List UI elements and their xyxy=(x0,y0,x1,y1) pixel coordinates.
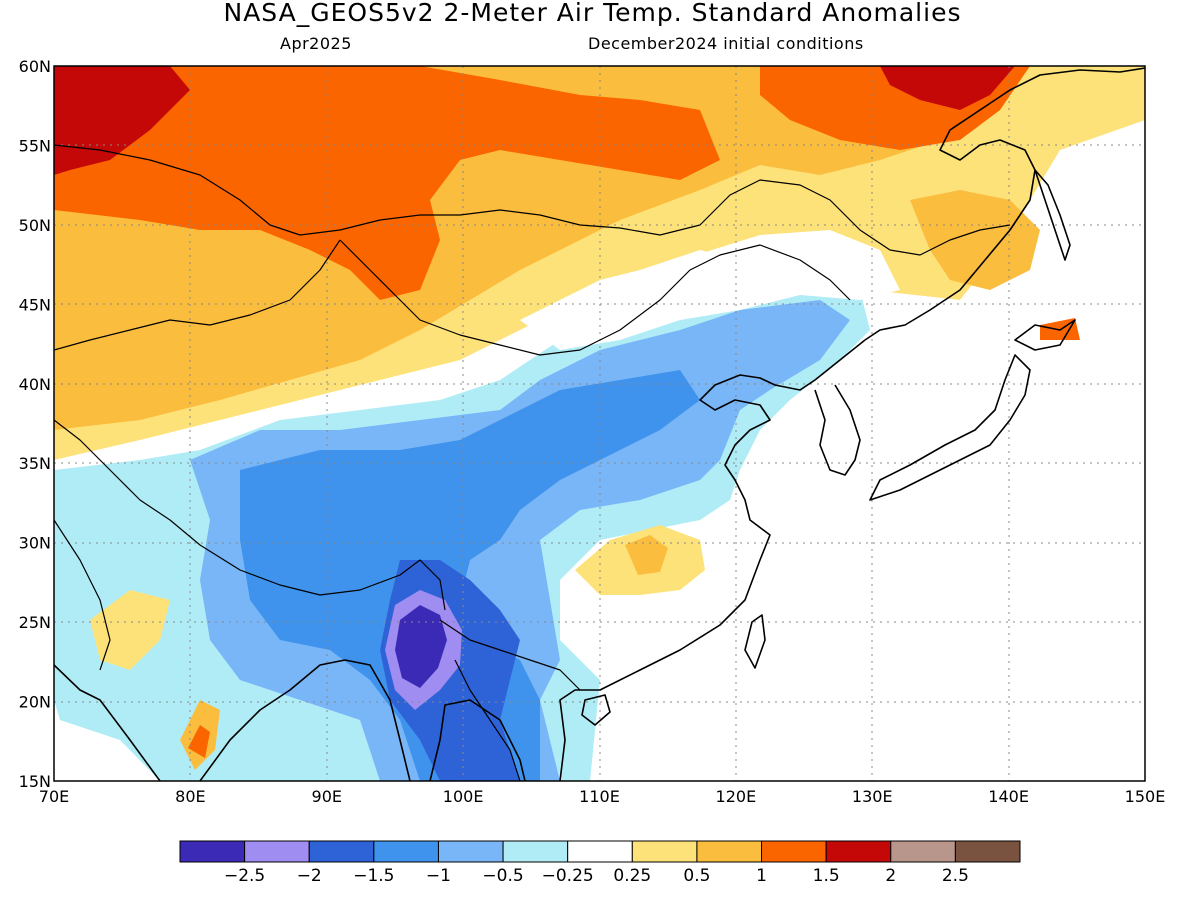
colorbar-label: −2.5 xyxy=(224,866,265,886)
border-russia-kazakhstan-mongolia xyxy=(54,144,1011,256)
border-china-south xyxy=(439,619,581,691)
lat-tick-label: 30N xyxy=(19,534,51,553)
gridlines xyxy=(54,66,1145,781)
field-warm-india-3 xyxy=(188,725,210,758)
field-warm-3 xyxy=(54,66,190,175)
coast-hainan xyxy=(581,694,611,726)
border-himalaya xyxy=(54,419,446,611)
lon-tick-label: 70E xyxy=(39,787,69,806)
border-india-pakistan xyxy=(54,519,111,671)
lon-tick-labels: 70E 80E 90E 100E 110E 120E 130E 140E 150E xyxy=(39,787,1166,806)
lon-tick-label: 150E xyxy=(1125,787,1166,806)
valid-month-label: Apr2025 xyxy=(280,34,352,53)
coast-korea xyxy=(814,384,861,476)
coast-indochina xyxy=(429,699,526,781)
colorbar-swatch xyxy=(502,840,569,863)
colorbar-label: −0.5 xyxy=(482,866,523,886)
init-conditions-label: December2024 initial conditions xyxy=(588,34,864,53)
field-warm-india-1 xyxy=(90,590,170,670)
lat-tick-label: 25N xyxy=(19,613,51,632)
lat-tick-label: 35N xyxy=(19,454,51,473)
colorbar-label: 1 xyxy=(756,866,767,886)
colorbar-swatch xyxy=(954,840,1021,863)
coast-sakhalin xyxy=(1034,169,1071,261)
map-frame xyxy=(53,65,1146,782)
coast-japan-honshu xyxy=(869,354,1031,501)
field-warm-1b xyxy=(910,190,1040,290)
lon-tick-label: 110E xyxy=(579,787,620,806)
coastlines-borders xyxy=(54,67,1145,781)
colorbar-label: 2 xyxy=(885,866,896,886)
field-warm-3b xyxy=(880,66,1015,110)
colorbar-swatch xyxy=(890,840,956,863)
colorbar-label: 0.25 xyxy=(613,866,651,886)
border-myanmar-thailand xyxy=(454,659,521,781)
coast-taiwan xyxy=(744,614,766,669)
lon-tick-label: 100E xyxy=(443,787,484,806)
colorbar-swatch xyxy=(631,840,698,863)
colorbar-label: −1 xyxy=(426,866,451,886)
lon-tick-label: 120E xyxy=(716,787,757,806)
colorbar-label: 0.5 xyxy=(683,866,710,886)
coast-east-asia xyxy=(559,67,1145,781)
map-title: NASA_GEOS5v2 2-Meter Air Temp. Standard … xyxy=(223,0,962,27)
lon-tick-label: 140E xyxy=(988,787,1029,806)
colorbar-swatch xyxy=(308,840,375,863)
lon-tick-label: 130E xyxy=(852,787,893,806)
colorbar-swatch xyxy=(244,840,310,863)
lat-tick-label: 45N xyxy=(19,295,51,314)
lat-tick-label: 15N xyxy=(19,772,51,791)
colorbar-swatch xyxy=(761,840,827,863)
field-warm-se-china-core xyxy=(625,535,668,575)
field-cool-25 xyxy=(395,605,447,688)
lon-tick-label: 80E xyxy=(175,787,205,806)
colorbar-label: −0.25 xyxy=(542,866,594,886)
colorbar-swatch xyxy=(437,840,504,863)
field-warm-2 xyxy=(54,66,720,300)
colorbar: −2.5 −2 −1.5 −1 −0.5 −0.25 0.25 0.5 1 1.5 2 2.5 xyxy=(179,840,1021,886)
coast-india-bay xyxy=(54,659,411,781)
field-neutral-north-china xyxy=(520,230,900,350)
lat-tick-label: 20N xyxy=(19,693,51,712)
lat-tick-label: 50N xyxy=(19,216,51,235)
colorbar-label: 2.5 xyxy=(942,866,969,886)
colorbar-label: −1.5 xyxy=(353,866,394,886)
coast-japan-hokkaido xyxy=(1014,319,1076,351)
border-china-mongolia xyxy=(339,239,851,356)
lon-tick-label: 90E xyxy=(312,787,342,806)
colorbar-swatch xyxy=(567,840,633,863)
colorbar-label: 1.5 xyxy=(813,866,840,886)
border-kazakhstan-south xyxy=(54,239,341,351)
lat-tick-label: 55N xyxy=(19,136,51,155)
colorbar-label: −2 xyxy=(297,866,322,886)
colorbar-swatch xyxy=(696,840,763,863)
colorbar-swatch xyxy=(373,840,439,863)
lat-tick-labels: 15N 20N 25N 30N 35N 40N 45N 50N 55N 60N xyxy=(19,57,51,791)
colorbar-swatch xyxy=(179,840,246,863)
lat-tick-label: 60N xyxy=(19,57,51,76)
lat-tick-label: 40N xyxy=(19,375,51,394)
colorbar-swatch xyxy=(825,840,892,863)
field-cool-1 xyxy=(240,370,700,781)
